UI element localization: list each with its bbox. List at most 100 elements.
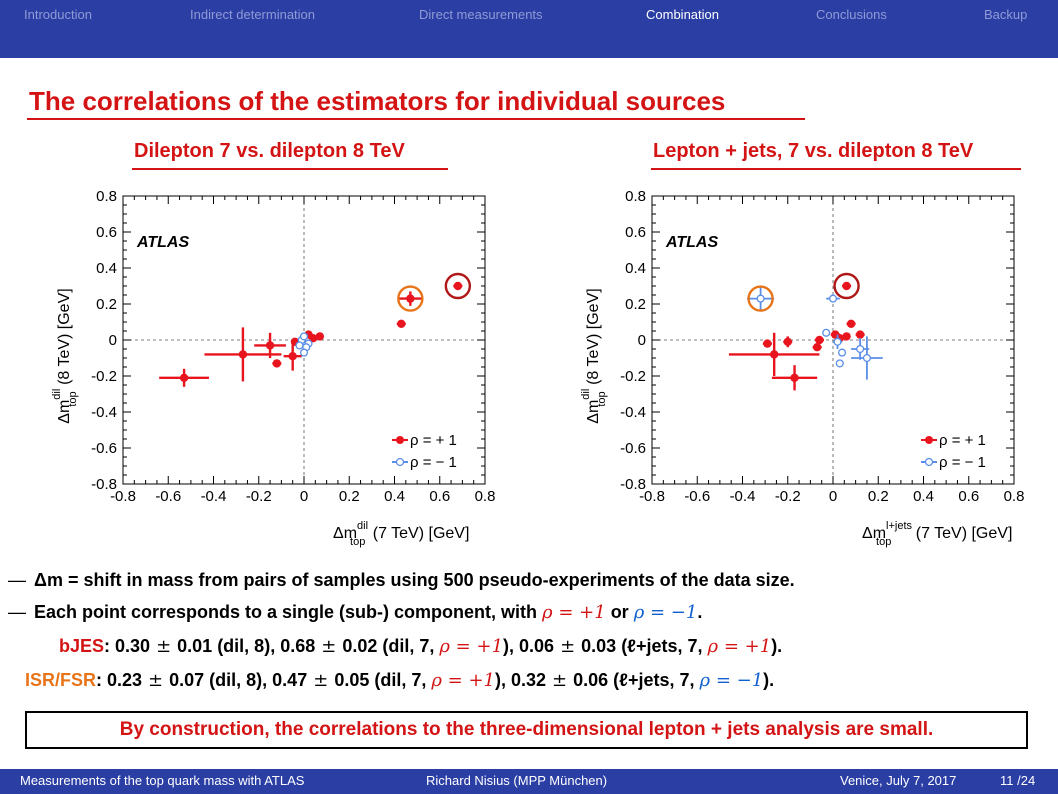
footer-date: Venice, July 7, 2017 xyxy=(840,773,957,788)
data-point-rho-plus xyxy=(815,335,824,345)
bjes-value-2: 0.01 (dil, 8), 0.68 xyxy=(177,636,316,656)
nav-direct-measurements[interactable]: Direct measurements xyxy=(419,7,543,22)
y-tick-label: 0.6 xyxy=(625,224,646,241)
data-point-rho-plus xyxy=(308,334,318,343)
legend-marker-open xyxy=(395,457,405,467)
x-tick-label: -0.4 xyxy=(730,488,756,505)
bjes-value-4: ), 0.06 xyxy=(503,636,555,656)
bullet-components-text: Each point corresponds to a single (sub-… xyxy=(34,602,543,622)
y-axis-title: Δmdil top (8 TeV) [GeV] xyxy=(51,288,79,423)
legend-label: ρ = + 1 xyxy=(939,432,986,449)
data-point-rho-minus xyxy=(756,294,765,303)
legend-marker-filled xyxy=(925,436,933,444)
nav-introduction[interactable]: Introduction xyxy=(24,7,92,22)
x-tick-label: 0.2 xyxy=(339,488,360,505)
y-tick-label: 0.4 xyxy=(96,260,117,277)
rho-minus-label: ρ = −1 xyxy=(633,602,698,623)
isrfsr-value-3: 0.05 (dil, 7, xyxy=(334,670,432,690)
nav-conclusions[interactable]: Conclusions xyxy=(816,7,887,22)
rho-plus-label: ρ = +1 xyxy=(707,636,772,657)
data-point-rho-plus xyxy=(846,319,856,328)
highlight-ring-bjes xyxy=(833,272,860,300)
bjes-value-5: 0.03 (ℓ+jets, 7, xyxy=(581,636,708,656)
top-navigation: Introduction Indirect determination Dire… xyxy=(0,0,1058,58)
dash-marker: — xyxy=(8,570,26,590)
nav-backup[interactable]: Backup xyxy=(984,7,1028,22)
isrfsr-summary-line: ISR/FSR: 0.23 ±0.07 (dil, 8), 0.47 ±0.05 (… xyxy=(25,670,774,691)
panel-title-left-underline xyxy=(132,168,448,170)
plus-minus-symbol: ± xyxy=(560,636,576,657)
plus-minus-symbol: ± xyxy=(148,670,164,691)
y-tick-label: 0 xyxy=(109,332,117,349)
x-tick-label: -0.2 xyxy=(246,488,272,505)
x-tick-label: -0.2 xyxy=(775,488,801,505)
isrfsr-value-1: : 0.23 xyxy=(96,670,143,690)
panel-title-left: Dilepton 7 vs. dilepton 8 TeV xyxy=(134,140,405,162)
data-point-rho-minus xyxy=(862,353,871,363)
data-point-rho-plus xyxy=(855,330,865,339)
data-point-rho-minus xyxy=(833,337,842,346)
chart-ljets-7-vs-dilepton-8: -0.8-0.8 -0.6 -0.6 -0.4 -0.4 -0.2 -0.2 0 0 0.2 0.2… xyxy=(580,188,1025,548)
rho-plus-label: ρ = +1 xyxy=(431,670,496,691)
period-text: . xyxy=(697,602,703,622)
data-point-rho-plus xyxy=(790,373,799,382)
bullet-delta-m-text: = shift in mass from pairs of samples us… xyxy=(62,570,795,590)
y-tick-label: -0.4 xyxy=(91,404,117,421)
conclusion-text: By construction, the correlations to the… xyxy=(119,719,934,740)
x-tick-label: 0.8 xyxy=(1004,488,1025,505)
data-point-rho-minus xyxy=(835,359,844,368)
chart-dilepton-7-vs-8: -0.8-0.8 -0.6 -0.6 -0.4 -0.4 -0.2 -0.2 0 0 0.2 0.2… xyxy=(51,188,495,548)
x-tick-label: -0.6 xyxy=(155,488,181,505)
bjes-end: ). xyxy=(771,636,783,656)
y-tick-label: -0.8 xyxy=(620,476,646,493)
highlight-ring-isr-fsr xyxy=(747,285,774,312)
atlas-label: ATLAS xyxy=(136,234,189,251)
bjes-value-1: : 0.30 xyxy=(104,636,151,656)
legend-marker-open xyxy=(924,457,934,467)
footer-page-number[interactable]: 11 /24 xyxy=(1000,773,1036,788)
plus-minus-symbol: ± xyxy=(321,636,337,657)
x-tick-label: 0.4 xyxy=(384,488,405,505)
isrfsr-end: ). xyxy=(763,670,775,690)
y-tick-label: -0.6 xyxy=(620,440,646,457)
data-point-rho-plus xyxy=(315,332,325,341)
x-axis-title: Δmdil top (7 TeV) [GeV] xyxy=(333,520,469,548)
slide-title: The correlations of the estimators for i… xyxy=(29,86,726,116)
isrfsr-label: ISR/FSR xyxy=(25,670,97,690)
rho-plus-label: ρ = +1 xyxy=(542,602,606,623)
data-point-rho-plus xyxy=(272,359,282,368)
y-tick-label: -0.6 xyxy=(91,440,117,457)
data-point-rho-minus xyxy=(856,344,865,354)
footer-bar: Measurements of the top quark mass with … xyxy=(0,769,1058,794)
bullet-correlation-components: — Each point corresponds to a single (sub… xyxy=(8,602,702,623)
x-tick-label: -0.4 xyxy=(201,488,227,505)
title-underline xyxy=(27,118,805,120)
x-tick-label: -0.6 xyxy=(684,488,710,505)
data-point-rho-plus xyxy=(179,373,189,382)
y-tick-label: 0.8 xyxy=(625,188,646,205)
x-tick-label: 0 xyxy=(829,488,837,505)
legend-marker-filled xyxy=(396,436,404,444)
data-point-rho-plus xyxy=(842,332,851,341)
isrfsr-value-4: ), 0.32 xyxy=(495,670,547,690)
y-tick-label: -0.2 xyxy=(91,368,117,385)
rho-plus-label: ρ = +1 xyxy=(439,636,504,657)
data-point-rho-plus xyxy=(842,281,851,291)
legend-label: ρ = − 1 xyxy=(410,454,457,471)
y-tick-label: 0.8 xyxy=(96,188,117,205)
y-tick-label: 0.6 xyxy=(96,224,117,241)
data-point-rho-plus xyxy=(763,339,772,348)
plus-minus-symbol: ± xyxy=(313,670,329,691)
data-point-rho-plus xyxy=(812,343,822,352)
dash-marker: — xyxy=(8,602,26,622)
panel-title-right: Lepton + jets, 7 vs. dilepton 8 TeV xyxy=(653,140,974,162)
y-axis-title: Δmdil top (8 TeV) [GeV] xyxy=(580,288,608,423)
x-tick-label: -0.8 xyxy=(639,488,665,505)
bullet-delta-m: — Δm = shift in mass from pairs of sample… xyxy=(8,570,795,591)
legend-label: ρ = + 1 xyxy=(410,432,457,449)
data-point-rho-minus xyxy=(295,341,304,350)
y-tick-label: -0.4 xyxy=(620,404,646,421)
nav-indirect-determination[interactable]: Indirect determination xyxy=(190,7,316,22)
nav-combination[interactable]: Combination xyxy=(646,7,719,22)
data-point-rho-plus xyxy=(265,341,275,350)
